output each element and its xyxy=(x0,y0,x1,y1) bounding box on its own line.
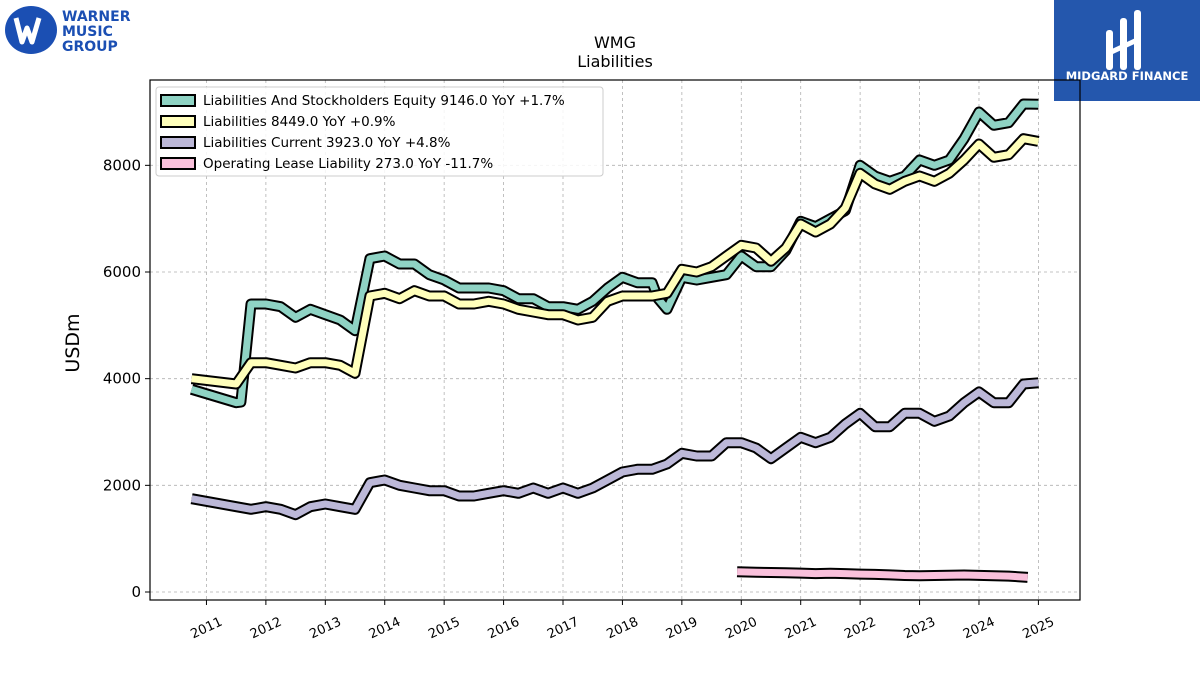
legend-entry-liabilities: Liabilities 8449.0 YoY +0.9% xyxy=(203,114,396,130)
y-axis-label: USDm xyxy=(62,313,84,372)
legend-swatch-operating-lease-liability xyxy=(160,157,196,170)
plot-frame xyxy=(149,79,1081,601)
x-tick-label: 2018 xyxy=(604,615,640,643)
x-tick-label: 2013 xyxy=(307,615,343,643)
x-tick-label: 2019 xyxy=(664,615,700,643)
x-tick-label: 2015 xyxy=(426,615,462,643)
midgard-logo-icon xyxy=(1106,10,1141,70)
legend-box xyxy=(155,86,604,177)
midgard-finance-logo: MIDGARD FINANCE xyxy=(1054,0,1200,101)
wmg-logo-line-2: MUSIC xyxy=(62,24,113,40)
legend-swatch-liabilities-current xyxy=(160,136,196,149)
legend-swatch-liabilities xyxy=(160,115,196,128)
series-line-operating-lease-liability xyxy=(736,568,1028,581)
y-tick-label: 4000 xyxy=(103,370,141,388)
legend-entry-liabilities-and-stockholders-equity: Liabilities And Stockholders Equity 9146… xyxy=(203,93,565,109)
y-tick-label: 8000 xyxy=(103,156,141,174)
legend-entry-operating-lease-liability: Operating Lease Liability 273.0 YoY -11.… xyxy=(203,156,493,172)
x-tick-label: 2024 xyxy=(961,615,997,643)
x-tick-label: 2020 xyxy=(723,615,759,643)
x-tick-label: 2017 xyxy=(545,615,581,643)
series-line-liabilities-and-stockholders-equity xyxy=(190,100,1039,407)
x-tick-label: 2022 xyxy=(842,615,878,643)
x-tick-label: 2011 xyxy=(188,615,224,643)
y-tick-label: 2000 xyxy=(103,476,141,494)
x-tick-label: 2021 xyxy=(783,615,819,643)
legend-swatch-liabilities-and-stockholders-equity xyxy=(160,94,196,107)
series-line-liabilities xyxy=(191,135,1040,388)
wmg-logo-line-3: GROUP xyxy=(62,39,118,55)
wmg-logo-w-mark xyxy=(13,17,42,45)
chart-subtitle: Liabilities xyxy=(577,52,653,71)
x-tick-label: 2014 xyxy=(367,615,403,643)
series-outline-liabilities-current xyxy=(190,377,1039,521)
warner-music-group-logo: WARNER MUSIC GROUP xyxy=(5,6,131,55)
plot-series xyxy=(190,98,1040,583)
midgard-logo-text: MIDGARD FINANCE xyxy=(1066,69,1189,83)
legend: Liabilities And Stockholders Equity 9146… xyxy=(155,86,604,177)
x-tick-label: 2012 xyxy=(248,615,284,643)
y-axis-ticks: 0 2000 4000 6000 8000 xyxy=(103,156,150,601)
x-axis-ticks: 2011 2012 2013 2014 2015 2016 2017 2018 2019 2020… xyxy=(188,600,1057,643)
x-tick-label: 2016 xyxy=(486,615,522,643)
x-tick-label: 2023 xyxy=(902,615,938,643)
y-tick-label: 0 xyxy=(131,583,141,601)
wmg-logo-line-1: WARNER xyxy=(62,9,131,25)
wmg-logo-icon xyxy=(5,6,57,54)
legend-entry-liabilities-current: Liabilities Current 3923.0 YoY +4.8% xyxy=(203,135,451,151)
series-line-liabilities-current xyxy=(190,379,1039,519)
chart-title: WMG xyxy=(594,33,636,52)
x-tick-label: 2025 xyxy=(1020,615,1056,643)
y-tick-label: 6000 xyxy=(103,263,141,281)
